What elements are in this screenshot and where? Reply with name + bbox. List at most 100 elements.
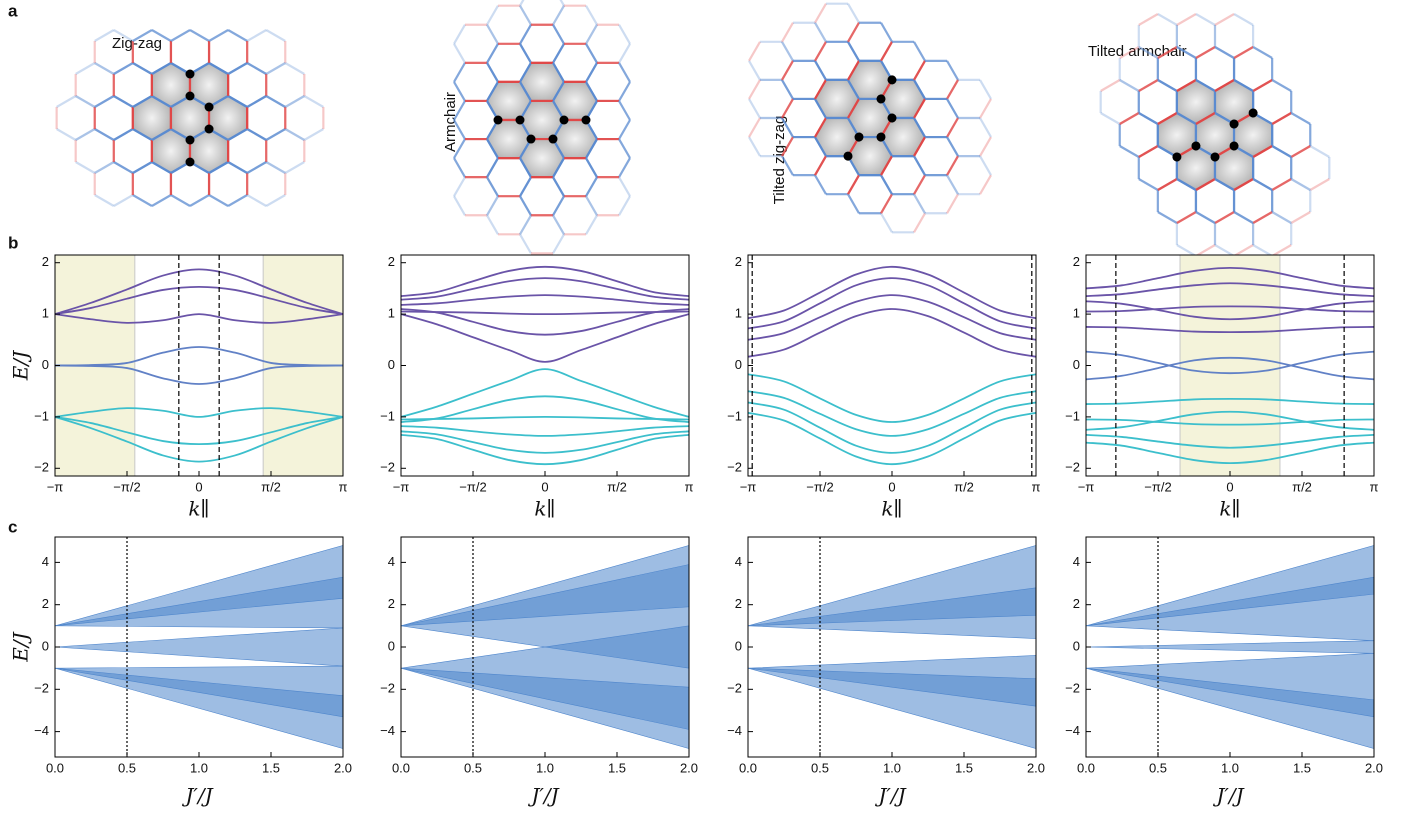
bond (1100, 79, 1121, 92)
panel-label: c (8, 517, 17, 536)
band-line (401, 433, 689, 466)
hexagon (1176, 146, 1216, 191)
site (876, 132, 886, 142)
band-line (1086, 441, 1374, 465)
band-line (55, 364, 343, 385)
bond (880, 41, 893, 62)
bond (1232, 190, 1236, 213)
bond (1175, 24, 1178, 47)
hexagon (814, 79, 859, 118)
y-tick-label: 1 (735, 306, 742, 321)
bond (1119, 46, 1140, 59)
x-axis-label: J′/J (527, 784, 559, 808)
bond (1233, 79, 1254, 92)
bond (519, 5, 532, 26)
bond (75, 128, 96, 141)
bond (1176, 211, 1197, 224)
bond (618, 24, 631, 45)
bond (913, 174, 926, 195)
bond (519, 233, 532, 254)
bond (913, 41, 926, 62)
bond (246, 95, 267, 108)
bond (585, 157, 598, 178)
bond (284, 95, 305, 108)
bond (1157, 112, 1178, 125)
bond (618, 138, 631, 159)
bond (552, 24, 565, 45)
x-tick-label: 1.0 (883, 760, 901, 775)
hexagon (487, 81, 531, 120)
bond (1195, 46, 1216, 59)
hexagon (1215, 146, 1254, 191)
bond (892, 231, 915, 234)
y-tick-label: 0 (1073, 638, 1080, 653)
hexagon (847, 60, 892, 99)
x-tick-label: −π (47, 479, 64, 494)
bond (151, 29, 172, 42)
band-line (401, 415, 689, 421)
bond (847, 98, 860, 119)
bond (891, 40, 915, 43)
band-line (748, 265, 1036, 320)
band-line (748, 277, 1036, 330)
bond (618, 119, 631, 140)
bond (1252, 79, 1273, 92)
bond (858, 59, 881, 62)
bond (880, 155, 893, 176)
hexagon (848, 137, 893, 176)
energy-band (401, 667, 689, 749)
bond (94, 62, 115, 75)
bond (453, 157, 466, 178)
bond (1138, 46, 1159, 59)
x-tick-label: 0 (1226, 479, 1233, 494)
bond (552, 214, 565, 235)
bond (781, 155, 794, 176)
bond (1195, 13, 1216, 26)
bond (1214, 244, 1235, 257)
bond (1290, 90, 1293, 114)
bond (1176, 79, 1197, 92)
bond (618, 62, 631, 83)
bond (781, 79, 794, 100)
bond (1175, 24, 1178, 47)
bond (585, 195, 598, 216)
band-line (401, 313, 689, 363)
x-tick-label: 0.0 (739, 760, 757, 775)
energy-band (55, 667, 343, 749)
bond (913, 117, 926, 138)
bond (552, 214, 565, 235)
bond (1118, 123, 1121, 146)
bond (1271, 57, 1274, 80)
bond (1213, 90, 1217, 113)
bond (792, 97, 815, 101)
bond (957, 193, 980, 196)
hexagon (1195, 112, 1235, 158)
band-line (748, 373, 1036, 423)
bond (825, 40, 848, 43)
bond (227, 161, 248, 174)
bond (189, 29, 210, 42)
bond (1157, 79, 1178, 92)
x-tick-label: 2.0 (334, 760, 352, 775)
bond (748, 79, 761, 100)
y-tick-label: 0 (735, 638, 742, 653)
y-tick-label: 0 (42, 638, 49, 653)
hexagon (1157, 112, 1196, 157)
bond (1157, 211, 1178, 224)
bond (913, 60, 926, 81)
bond (979, 98, 992, 119)
energy-band (1086, 640, 1374, 654)
hexagon (1234, 113, 1273, 158)
x-tick-label: −π/2 (1144, 479, 1171, 494)
site (548, 134, 558, 144)
y-tick-label: −4 (34, 723, 49, 738)
site (876, 94, 886, 104)
bond (265, 62, 286, 75)
hexagon (814, 117, 859, 157)
bond (227, 29, 248, 42)
bond (748, 117, 761, 138)
x-tick-label: 0 (888, 479, 895, 494)
bond (1176, 13, 1197, 26)
x-axis-label: J′/J (1212, 784, 1244, 808)
y-tick-label: 2 (388, 254, 395, 269)
